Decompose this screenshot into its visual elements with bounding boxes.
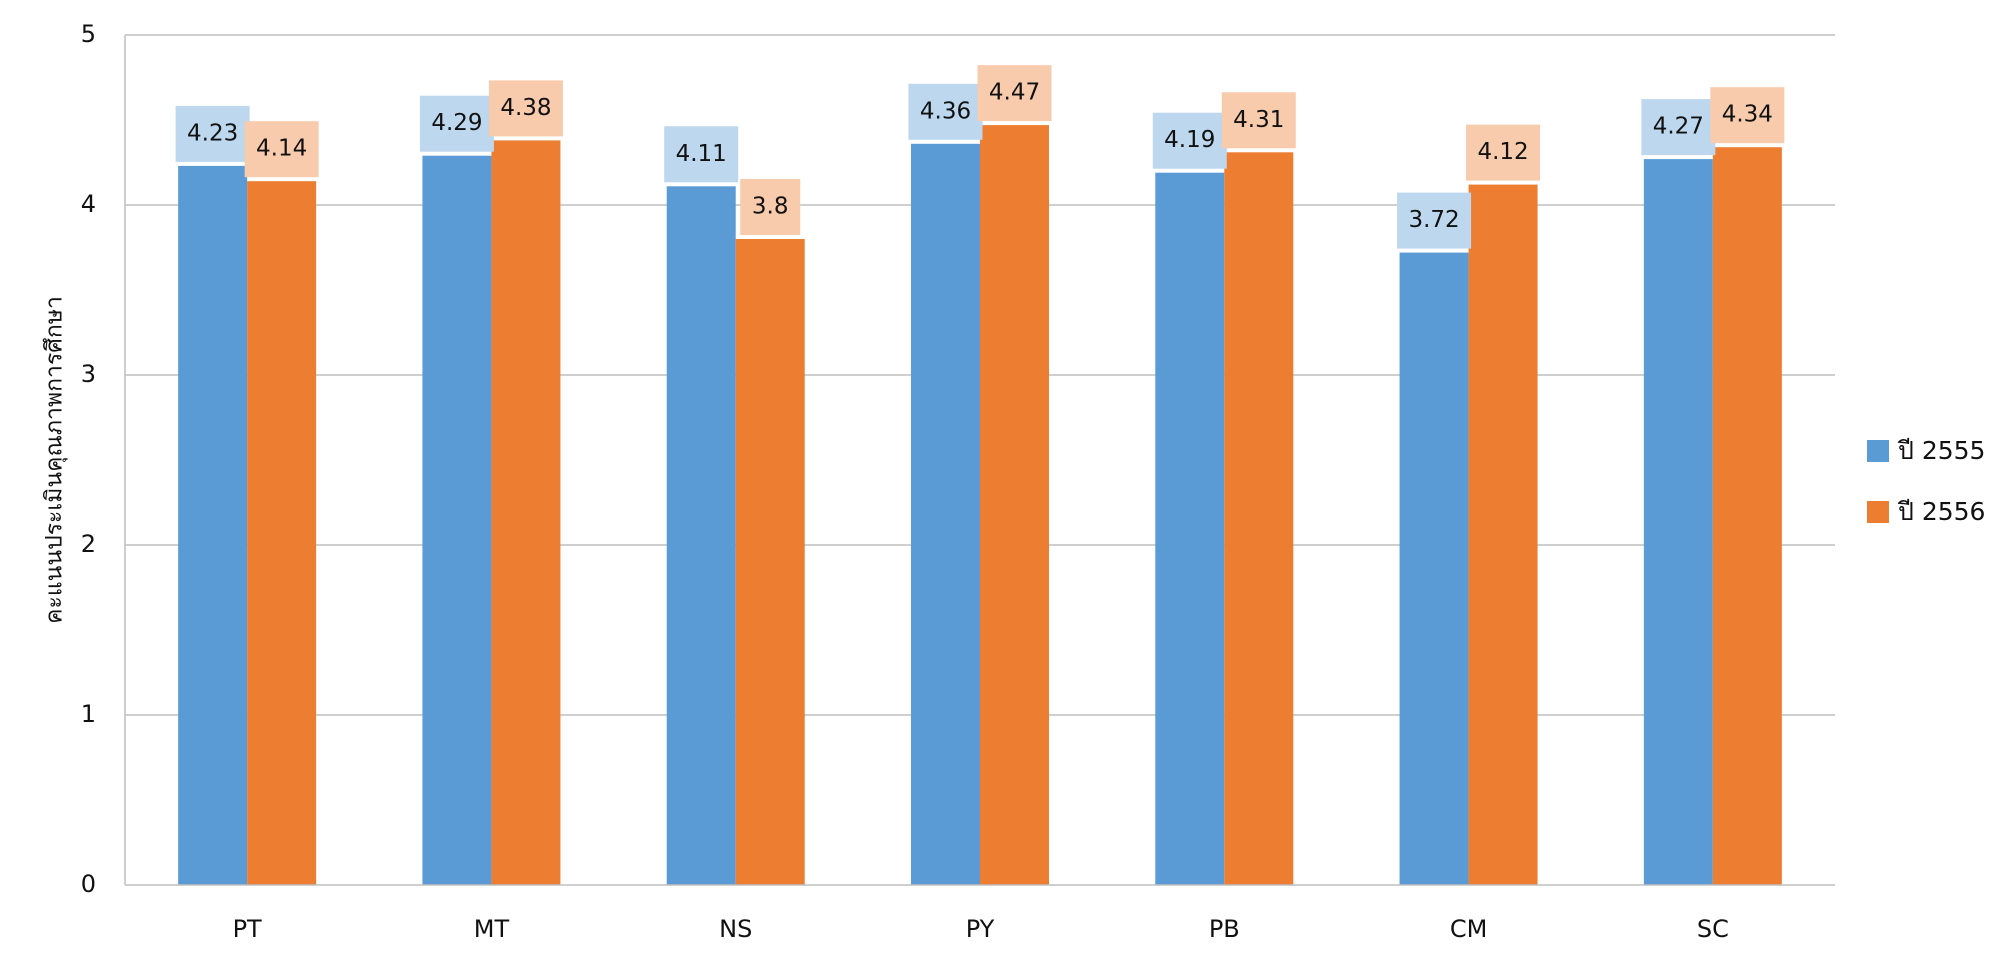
bar <box>1399 252 1469 886</box>
legend-label: ปี 2556 <box>1897 497 1985 526</box>
y-tick-label: 1 <box>81 700 96 728</box>
data-label-box <box>175 105 250 162</box>
data-label-box <box>419 95 494 152</box>
data-label-box <box>1397 192 1472 249</box>
data-label: 4.11 <box>676 141 727 167</box>
y-tick-label: 5 <box>81 20 96 48</box>
data-label-box <box>1221 92 1296 149</box>
bar <box>422 155 492 885</box>
bar <box>911 143 980 886</box>
data-label-box <box>977 65 1052 122</box>
y-tick-label: 4 <box>81 190 96 218</box>
legend-swatch <box>1867 501 1889 523</box>
data-label-box <box>244 121 319 178</box>
bar <box>178 165 248 885</box>
legend-label: ปี 2555 <box>1897 436 1985 465</box>
axes <box>124 35 1835 886</box>
bar <box>1712 147 1782 885</box>
x-tick-label: SC <box>1697 915 1729 943</box>
x-tick-label: NS <box>719 915 752 943</box>
data-label: 4.19 <box>1164 127 1215 153</box>
data-label: 4.23 <box>187 120 238 146</box>
y-tick-label: 3 <box>81 360 96 388</box>
y-tick-label: 2 <box>81 530 96 558</box>
data-label: 4.38 <box>500 95 551 121</box>
data-label-box <box>908 83 983 140</box>
bar <box>1468 184 1538 886</box>
bar <box>1643 159 1713 886</box>
legend: ปี 2555 ปี 2556 <box>1867 436 1985 526</box>
x-tick-label: PB <box>1209 915 1240 943</box>
bar <box>491 140 561 885</box>
bar <box>666 186 736 886</box>
data-label: 4.34 <box>1722 102 1773 128</box>
data-label-box <box>488 80 563 137</box>
data-label: 4.12 <box>1477 139 1528 165</box>
bar <box>247 181 317 885</box>
data-label: 3.8 <box>752 194 789 220</box>
data-label: 4.36 <box>920 98 971 124</box>
y-tick-labels: 0 1 2 3 4 5 <box>81 20 96 898</box>
data-label-box <box>1641 99 1716 156</box>
data-label-box <box>1466 124 1541 181</box>
data-label: 4.14 <box>256 136 307 162</box>
y-tick-label: 0 <box>81 870 96 898</box>
data-label: 3.72 <box>1408 207 1459 233</box>
data-label: 4.47 <box>989 80 1040 106</box>
data-label: 4.31 <box>1233 107 1284 133</box>
data-label-box <box>664 126 739 183</box>
data-label: 4.29 <box>431 110 482 136</box>
data-label-box <box>1710 87 1785 144</box>
x-tick-label: CM <box>1450 915 1487 943</box>
bar <box>1224 152 1294 886</box>
data-labels: 4.23 4.14 4.29 4.38 4.11 3.8 4.36 4.47 4.19 4.31 3… <box>175 65 1785 249</box>
bar <box>980 125 1049 886</box>
x-tick-label: MT <box>474 915 510 943</box>
x-tick-label: PY <box>966 915 995 943</box>
data-label: 4.27 <box>1653 114 1704 140</box>
y-axis-title: คะแนนประเมินคุณภาพการศึกษา <box>42 296 68 624</box>
x-tick-labels: PT MT NS PY PB CM SC <box>233 915 1729 943</box>
legend-swatch <box>1867 440 1889 462</box>
bar <box>1155 172 1225 885</box>
data-label-box <box>740 179 801 235</box>
bar <box>735 239 805 885</box>
data-label-box <box>1152 112 1227 169</box>
bars <box>178 125 1782 886</box>
x-tick-label: PT <box>233 915 262 943</box>
